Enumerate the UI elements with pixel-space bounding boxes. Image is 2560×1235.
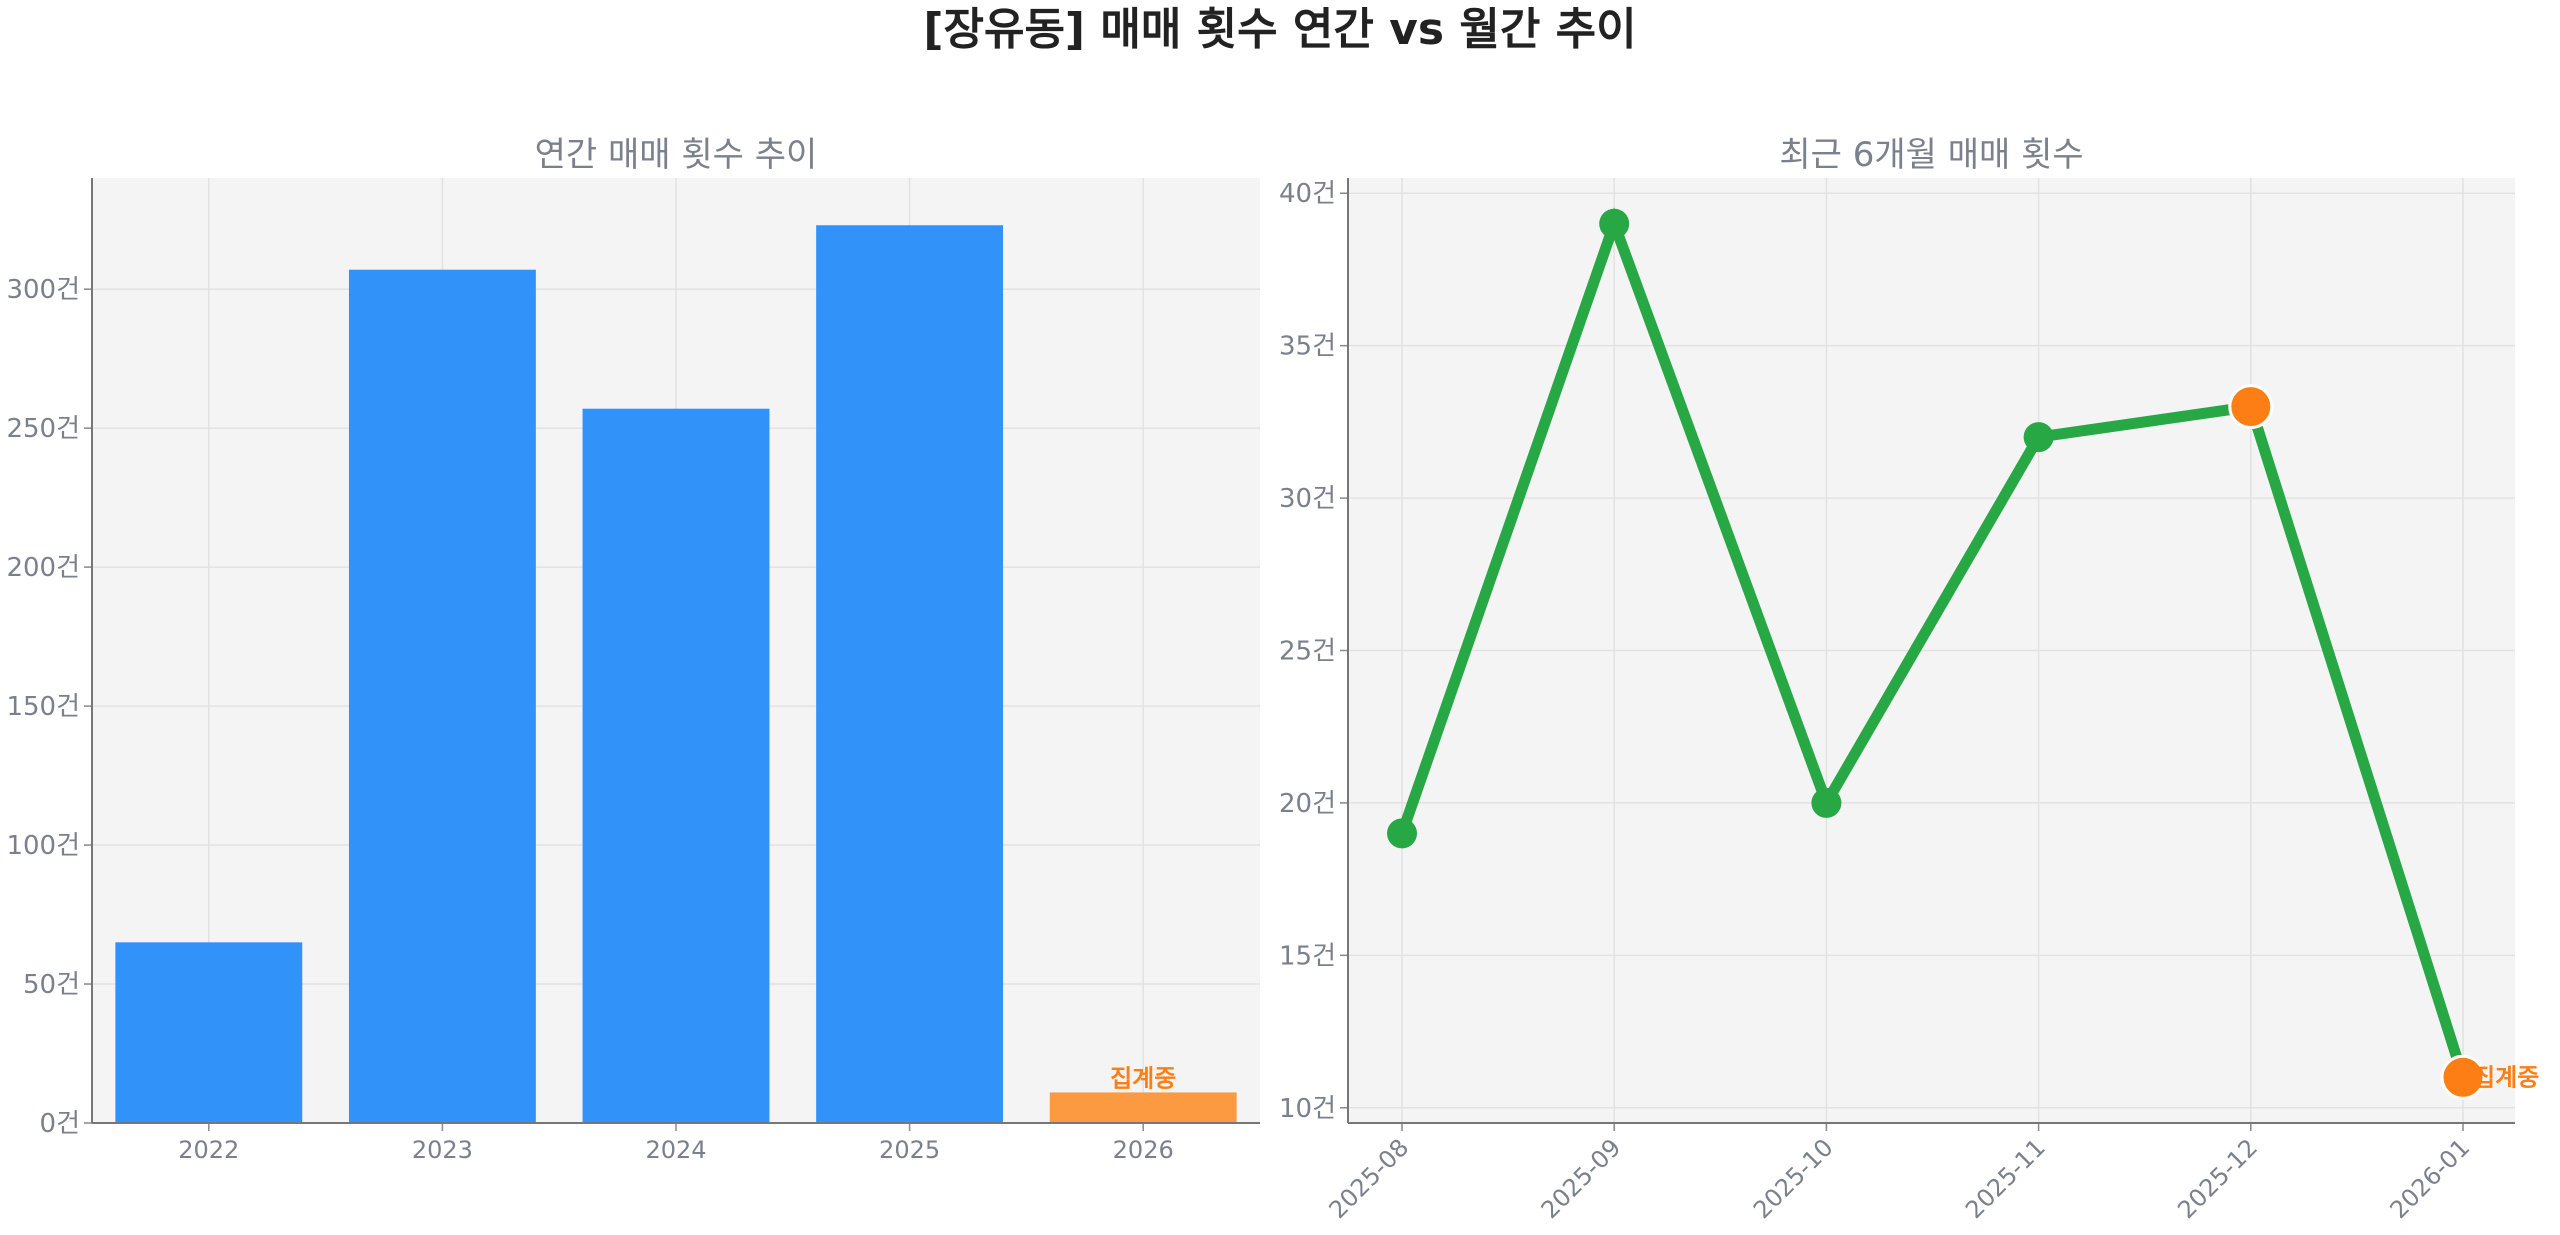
monthly-line-chart: 10건 15건 20건 25건 30건 35건 40건 2025-08 2025-09 2025-… [1279, 135, 2539, 1224]
figure-title: [장유동] 매매 횟수 연간 vs 월간 추이 [923, 4, 1637, 55]
monthly-series-line [1396, 207, 2469, 1083]
monthly-point-2025-09 [1599, 208, 1630, 239]
monthly-xtick-label: 2025-11 [1960, 1133, 2051, 1224]
monthly-point-2025-10 [1811, 787, 1842, 818]
annual-ytick-label: 50건 [23, 970, 80, 1000]
monthly-ytick-label: 10건 [1279, 1094, 1336, 1124]
monthly-xtick-label: 2026-01 [2385, 1133, 2476, 1224]
annual-bar-2022 [115, 942, 303, 1123]
monthly-ytick-label: 25건 [1279, 637, 1336, 667]
monthly-ytick-label: 40건 [1279, 179, 1336, 209]
monthly-point-2026-01 [2440, 1054, 2486, 1100]
annual-partial-label: 집계중 [1110, 1064, 1176, 1092]
annual-xtick-label: 2025 [879, 1136, 940, 1164]
annual-ytick-label: 250건 [6, 414, 80, 444]
annual-bar-2025 [816, 225, 1004, 1123]
annual-xtick-label: 2022 [178, 1136, 239, 1164]
annual-bar-chart: 0건 50건 100건 150건 200건 250건 300건 2022 2023 2024 202… [6, 135, 1260, 1164]
monthly-xtick-label: 2025-09 [1536, 1133, 1627, 1224]
monthly-xtick-label: 2025-08 [1324, 1133, 1415, 1224]
annual-xtick-label: 2026 [1113, 1136, 1174, 1164]
monthly-point-2025-11 [2023, 422, 2054, 453]
monthly-ytick-label: 15건 [1279, 941, 1336, 971]
monthly-xtick-label: 2025-10 [1748, 1133, 1839, 1224]
monthly-point-2025-08 [1387, 818, 1417, 849]
annual-bar-2024 [582, 408, 770, 1123]
monthly-ytick-label: 20건 [1279, 789, 1336, 819]
annual-ytick-label: 200건 [6, 553, 80, 583]
annual-ytick-label: 300건 [6, 275, 80, 305]
annual-xtick-label: 2024 [645, 1136, 706, 1164]
annual-ytick-label: 100건 [6, 831, 80, 861]
monthly-ytick-label: 35건 [1279, 332, 1336, 362]
monthly-point-2025-12 [2228, 384, 2274, 430]
annual-ytick-label: 150건 [6, 692, 80, 722]
annual-xtick-label: 2023 [412, 1136, 473, 1164]
monthly-ytick-label: 30건 [1279, 484, 1336, 514]
annual-bar-2023 [348, 269, 536, 1123]
annual-ytick-label: 0건 [40, 1109, 80, 1139]
annual-bar-2026 [1049, 1092, 1237, 1123]
monthly-chart-title: 최근 6개월 매매 횟수 [1779, 135, 2083, 175]
annual-chart-title: 연간 매매 횟수 추이 [535, 135, 818, 175]
monthly-xtick-label: 2025-12 [2172, 1133, 2263, 1224]
monthly-partial-label: 집계중 [2473, 1063, 2539, 1091]
